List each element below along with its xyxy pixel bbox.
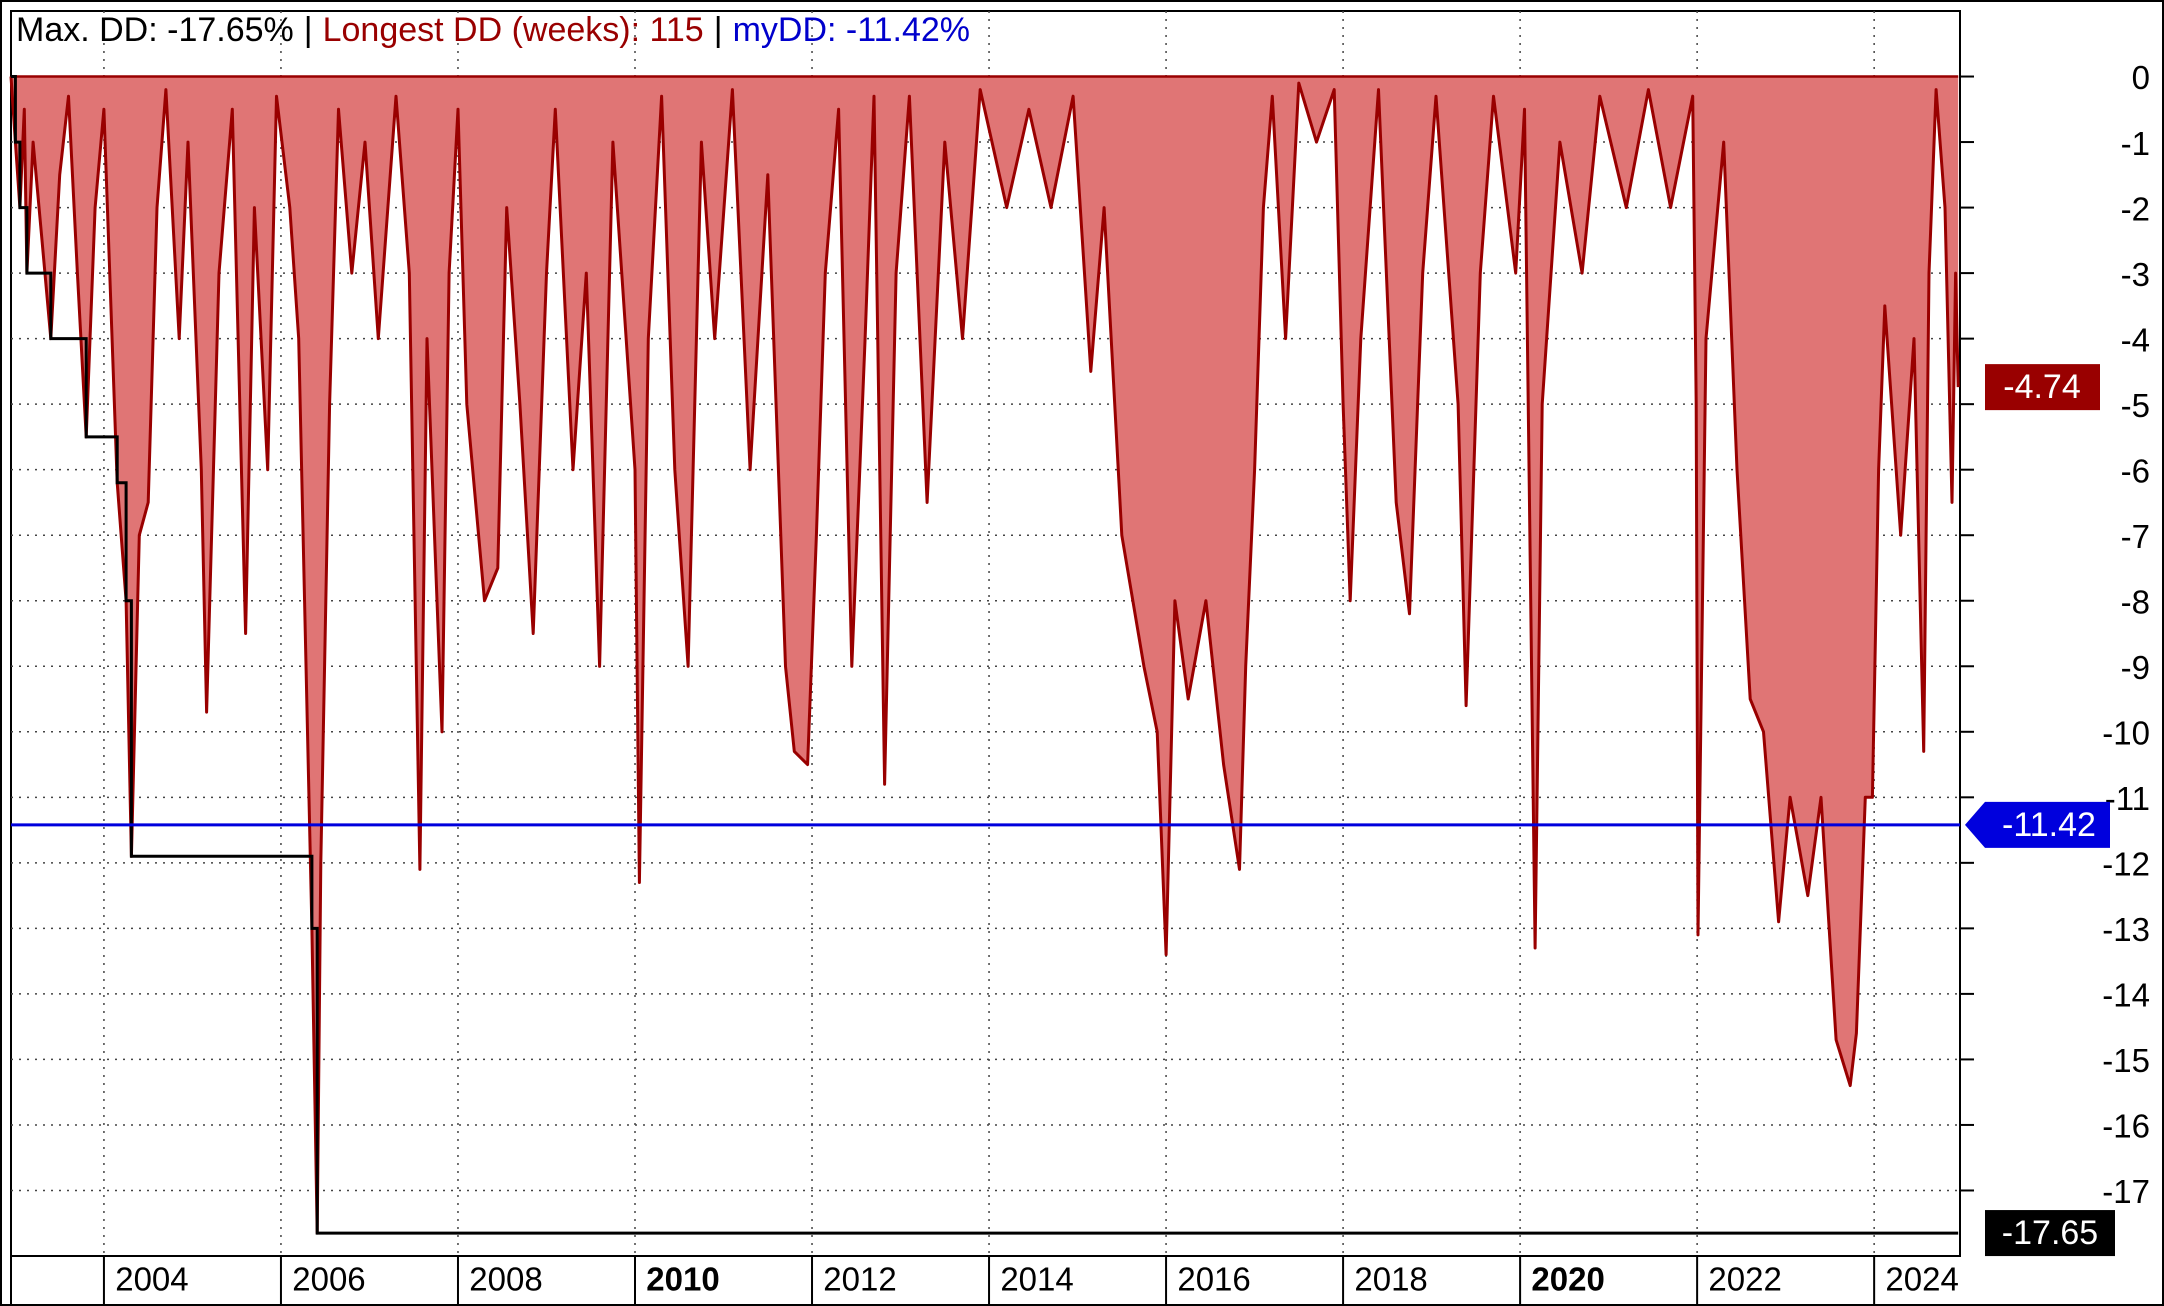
- chart-title: Max. DD: -17.65% | Longest DD (weeks): 115…: [16, 11, 970, 49]
- y-tick-label: -9: [2121, 649, 2150, 686]
- y-tick-label: -1: [2121, 125, 2150, 162]
- x-tick-label: 2024: [1885, 1261, 1958, 1298]
- y-tick-label: -17: [2102, 1173, 2150, 1210]
- x-tick-label: 2022: [1708, 1261, 1781, 1298]
- y-tick-label: -10: [2102, 715, 2150, 752]
- y-tick-label: -15: [2102, 1042, 2150, 1079]
- title-part: |: [304, 11, 313, 49]
- x-tick-label: 2006: [292, 1261, 365, 1298]
- my-dd-label: -11.42: [2002, 806, 2096, 844]
- drawdown-area: [11, 76, 1959, 1234]
- x-tick-label: 2008: [469, 1261, 542, 1298]
- y-tick-label: -12: [2102, 846, 2150, 883]
- title-part: |: [714, 11, 723, 49]
- y-tick-label: -14: [2102, 977, 2150, 1014]
- y-tick-label: -8: [2121, 583, 2150, 620]
- y-tick-label: -11: [2105, 780, 2150, 817]
- y-tick-label: -3: [2121, 256, 2150, 293]
- y-tick-label: -2: [2121, 190, 2150, 227]
- max-dd-line: [11, 75, 1959, 1235]
- my-dd-tag: [1965, 801, 2110, 848]
- max-dd-label: -17.65: [2002, 1214, 2098, 1252]
- y-tick-label: -6: [2121, 452, 2150, 489]
- x-tick-label: 2014: [1000, 1261, 1073, 1298]
- x-tick-label: 2018: [1354, 1261, 1427, 1298]
- x-tick-label: 2010: [646, 1261, 719, 1298]
- y-tick-label: -4: [2121, 321, 2150, 358]
- x-tick-label: 2020: [1531, 1261, 1604, 1298]
- title-part: Longest DD (weeks): 115: [323, 11, 704, 49]
- y-tick-label: -5: [2121, 387, 2150, 424]
- y-tick-label: -7: [2121, 518, 2150, 555]
- title-part: myDD: -11.42%: [733, 11, 970, 49]
- y-tick-label: 0: [2132, 59, 2150, 96]
- last-value-label: -4.74: [2003, 368, 2081, 406]
- y-tick-label: -13: [2102, 911, 2150, 948]
- x-tick-label: 2016: [1177, 1261, 1250, 1298]
- title-part: Max. DD: -17.65%: [16, 11, 294, 49]
- drawdown-line: [9, 76, 1960, 1235]
- last-value-tag: [1985, 364, 2100, 411]
- x-tick-label: 2012: [823, 1261, 896, 1298]
- y-tick-label: -16: [2102, 1108, 2150, 1145]
- grid: [11, 11, 1960, 1256]
- max-dd-tag: [1985, 1210, 2115, 1257]
- x-tick-label: 2004: [115, 1261, 188, 1298]
